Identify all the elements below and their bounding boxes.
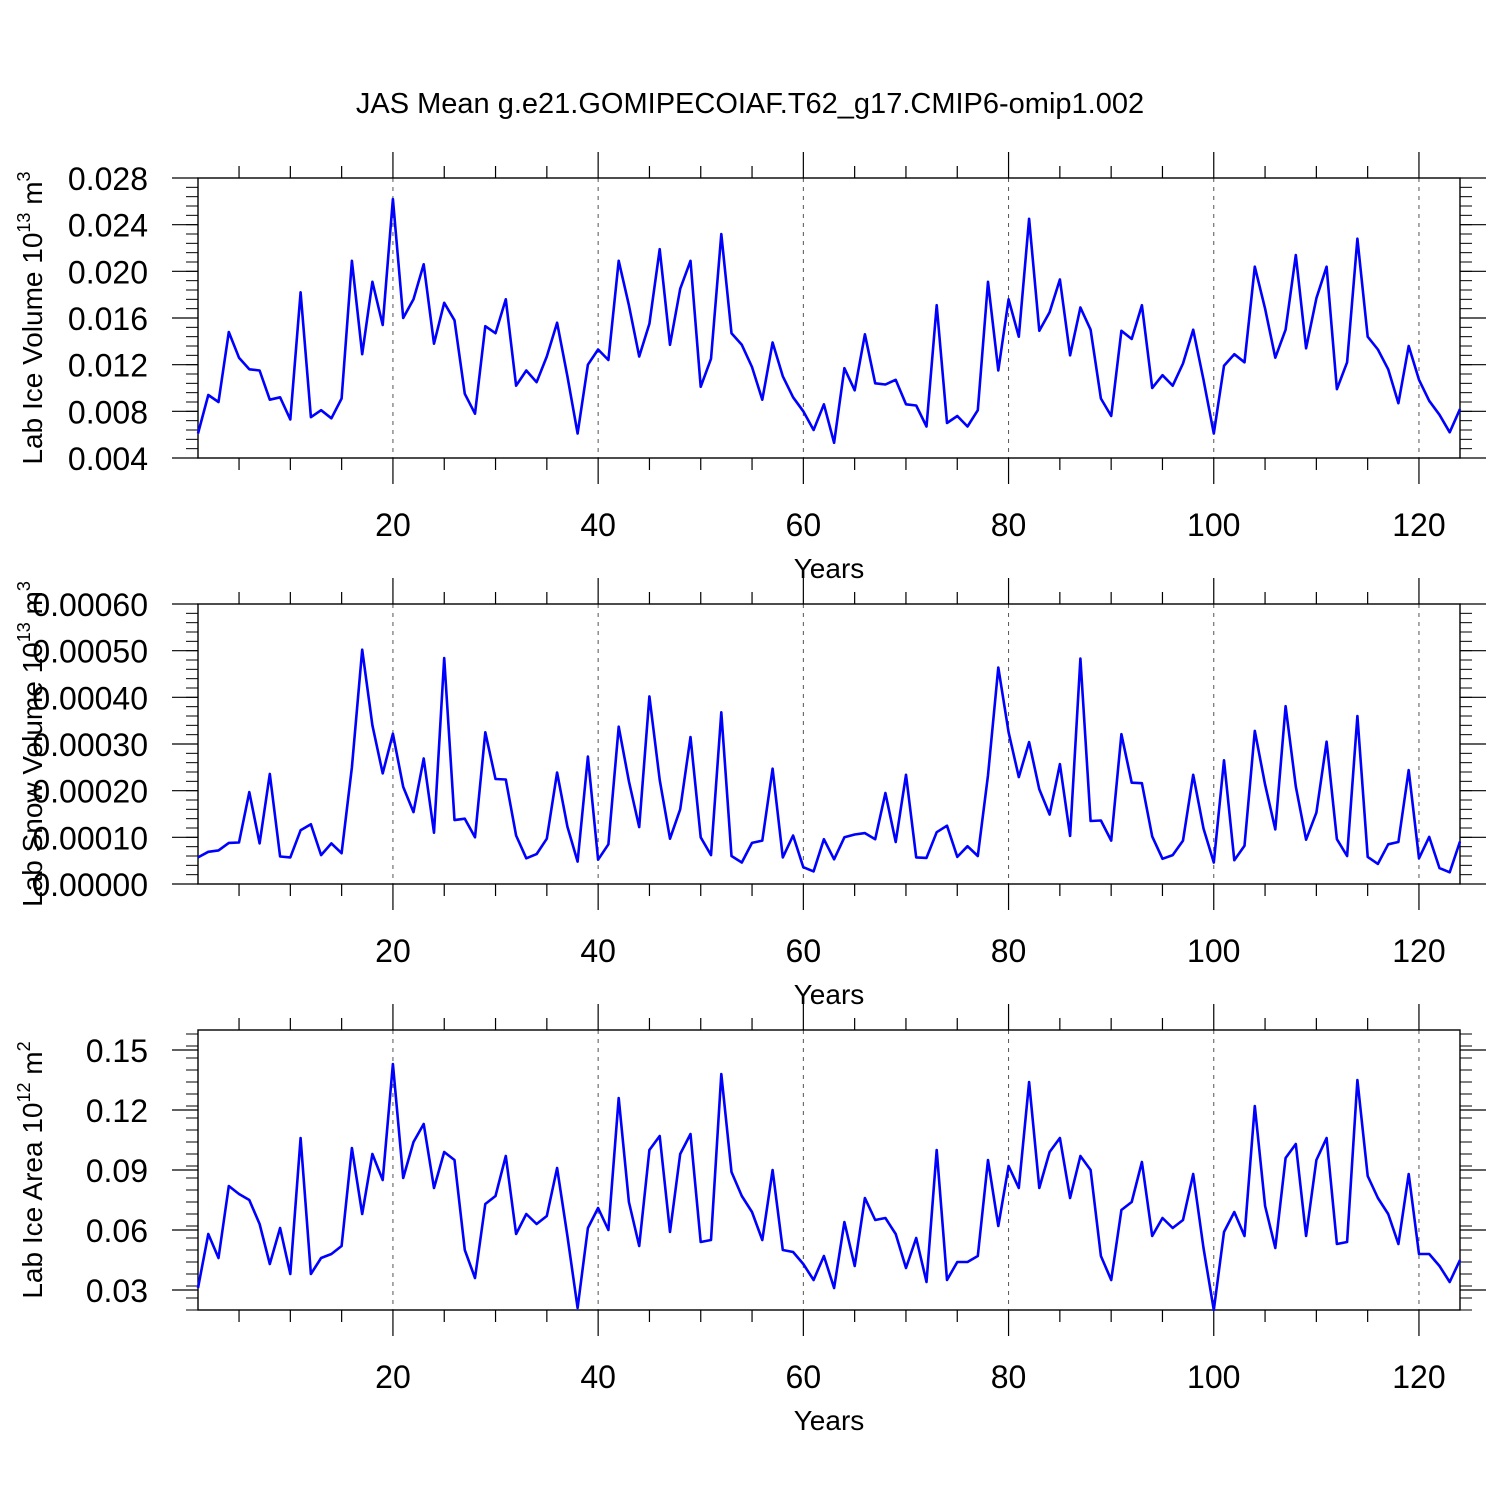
y-tick-label: 0.028	[68, 161, 148, 197]
x-tick-label: 100	[1187, 507, 1240, 543]
x-tick-label: 80	[991, 1359, 1027, 1395]
y-tick-label: 0.06	[86, 1213, 148, 1249]
y-axis-label: Lab Ice Volume 1013 m3	[14, 171, 48, 464]
x-tick-label: 60	[786, 507, 822, 543]
x-tick-label: 20	[375, 1359, 411, 1395]
x-tick-label: 80	[991, 933, 1027, 969]
y-tick-label: 0.024	[68, 208, 148, 244]
y-tick-label: 0.004	[68, 441, 148, 477]
y-tick-label: 0.00010	[32, 820, 148, 856]
y-tick-label: 0.012	[68, 348, 148, 384]
x-tick-label: 40	[580, 1359, 616, 1395]
y-tick-label: 0.00020	[32, 774, 148, 810]
series-line	[196, 1062, 1462, 1312]
series-line	[197, 648, 1462, 874]
plot-frame	[197, 603, 1461, 885]
y-tick-label: 0.00000	[32, 867, 148, 903]
x-tick-label: 120	[1392, 933, 1445, 969]
y-tick-label: 0.12	[86, 1093, 148, 1129]
x-axis-label: Years	[794, 1405, 865, 1436]
y-axis-label: Lab Ice Area 1012 m2	[14, 1041, 48, 1298]
x-axis-label: Years	[794, 553, 865, 584]
x-tick-label: 20	[375, 507, 411, 543]
x-tick-label: 120	[1392, 507, 1445, 543]
chart-title: JAS Mean g.e21.GOMIPECOIAF.T62_g17.CMIP6…	[355, 88, 1145, 120]
y-tick-label: 0.008	[68, 394, 148, 430]
x-tick-label: 120	[1392, 1359, 1445, 1395]
y-tick-label: 0.016	[68, 301, 148, 337]
x-tick-label: 80	[991, 507, 1027, 543]
y-tick-label: 0.09	[86, 1153, 148, 1189]
x-tick-label: 60	[786, 1359, 822, 1395]
x-tick-label: 20	[375, 933, 411, 969]
x-axis-label: Years	[794, 979, 865, 1010]
y-tick-label: 0.020	[68, 254, 148, 290]
panel-snow-volume: 0.00000 0.00010 0.00020 0.00030 0.00040 0.000…	[14, 578, 1486, 1010]
panel-ice-area: 0.03 0.06 0.09 0.12 0.15 20 40 60 80 100 120 Years L…	[14, 1004, 1486, 1436]
series-line	[196, 197, 1462, 445]
panel-ice-volume: 0.004 0.008 0.012 0.016 0.020 0.024 0.028 20 40 6…	[14, 152, 1486, 584]
x-tick-label: 60	[786, 933, 822, 969]
y-tick-label: 0.00060	[32, 587, 148, 623]
x-tick-label: 100	[1187, 933, 1240, 969]
y-tick-label: 0.00050	[32, 634, 148, 670]
x-tick-label: 40	[580, 507, 616, 543]
y-tick-label: 0.15	[86, 1033, 148, 1069]
x-tick-label: 40	[580, 933, 616, 969]
y-tick-label: 0.00030	[32, 727, 148, 763]
y-tick-label: 0.03	[86, 1273, 148, 1309]
plot-frame	[197, 177, 1461, 459]
x-tick-label: 100	[1187, 1359, 1240, 1395]
y-axis-label: Lab Snow Volume 1013 m3	[14, 581, 48, 907]
y-tick-label: 0.00040	[32, 680, 148, 716]
